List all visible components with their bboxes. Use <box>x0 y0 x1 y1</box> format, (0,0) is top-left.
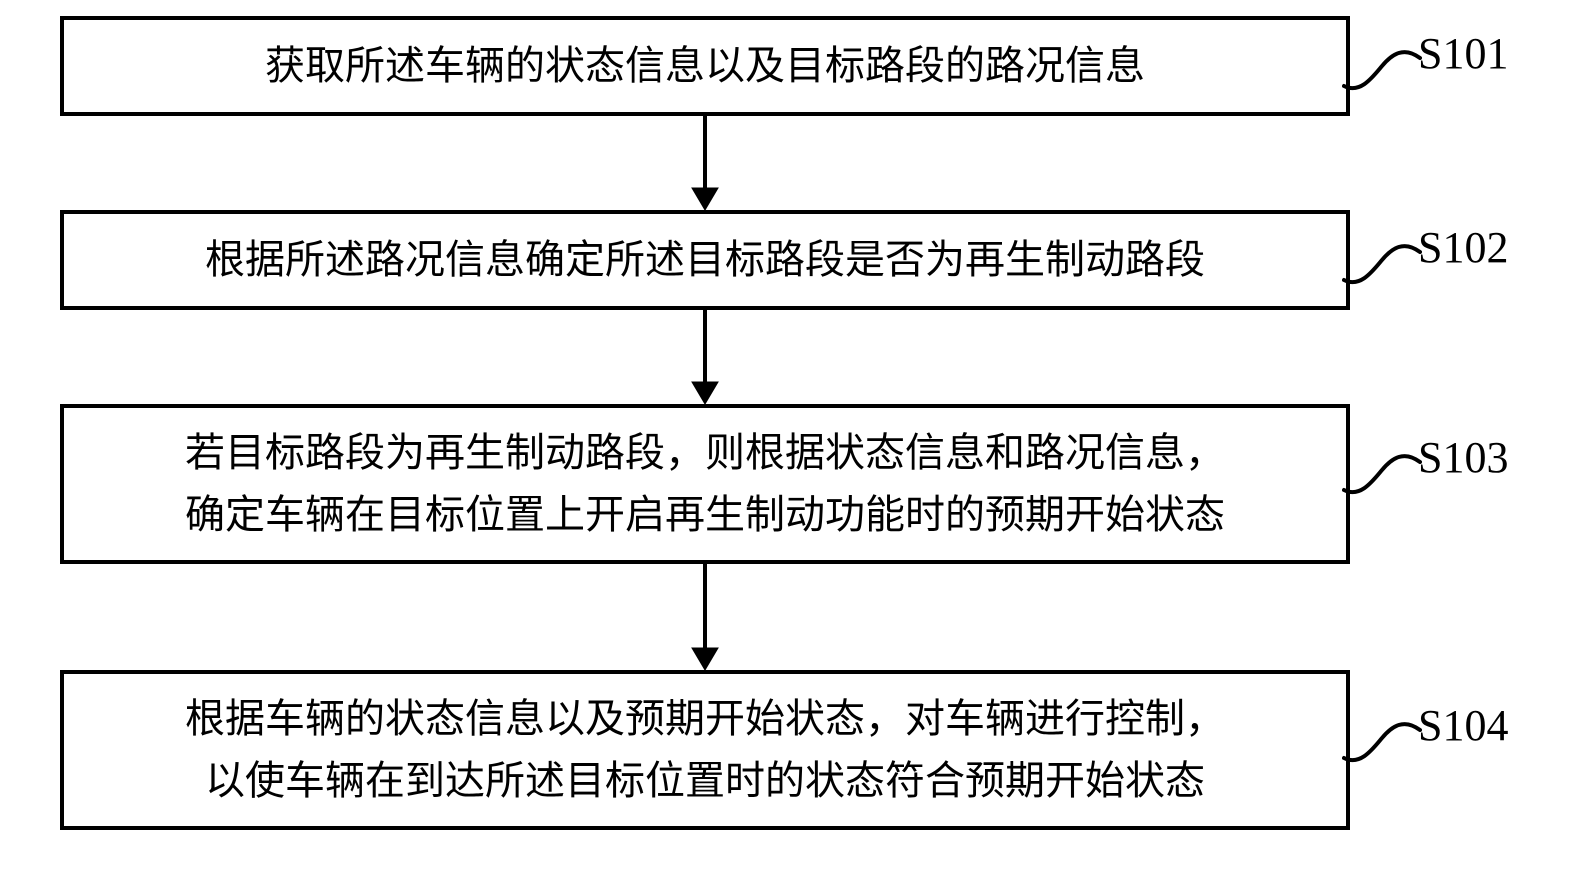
connector-wiggle-icon <box>1342 720 1422 770</box>
flow-arrow-icon <box>688 564 722 670</box>
step-label-s104: S104 <box>1418 700 1508 751</box>
flow-node-s103: 若目标路段为再生制动路段，则根据状态信息和路况信息， 确定车辆在目标位置上开启再… <box>60 404 1350 564</box>
flow-node-text: 根据车辆的状态信息以及预期开始状态，对车辆进行控制， 以使车辆在到达所述目标位置… <box>185 688 1225 812</box>
flow-node-text: 获取所述车辆的状态信息以及目标路段的路况信息 <box>265 35 1145 97</box>
flow-node-s102: 根据所述路况信息确定所述目标路段是否为再生制动路段 <box>60 210 1350 310</box>
connector-wiggle-icon <box>1342 242 1422 292</box>
step-label-s102: S102 <box>1418 222 1508 273</box>
step-label-s103: S103 <box>1418 432 1508 483</box>
flow-arrow-icon <box>688 310 722 404</box>
connector-wiggle-icon <box>1342 48 1422 98</box>
flow-node-s104: 根据车辆的状态信息以及预期开始状态，对车辆进行控制， 以使车辆在到达所述目标位置… <box>60 670 1350 830</box>
flow-node-text: 若目标路段为再生制动路段，则根据状态信息和路况信息， 确定车辆在目标位置上开启再… <box>185 422 1225 546</box>
step-label-s101: S101 <box>1418 28 1508 79</box>
flow-node-text: 根据所述路况信息确定所述目标路段是否为再生制动路段 <box>205 229 1205 291</box>
flow-arrow-icon <box>688 116 722 210</box>
flowchart-canvas: 获取所述车辆的状态信息以及目标路段的路况信息 S101 根据所述路况信息确定所述… <box>0 0 1575 879</box>
connector-wiggle-icon <box>1342 452 1422 502</box>
flow-node-s101: 获取所述车辆的状态信息以及目标路段的路况信息 <box>60 16 1350 116</box>
